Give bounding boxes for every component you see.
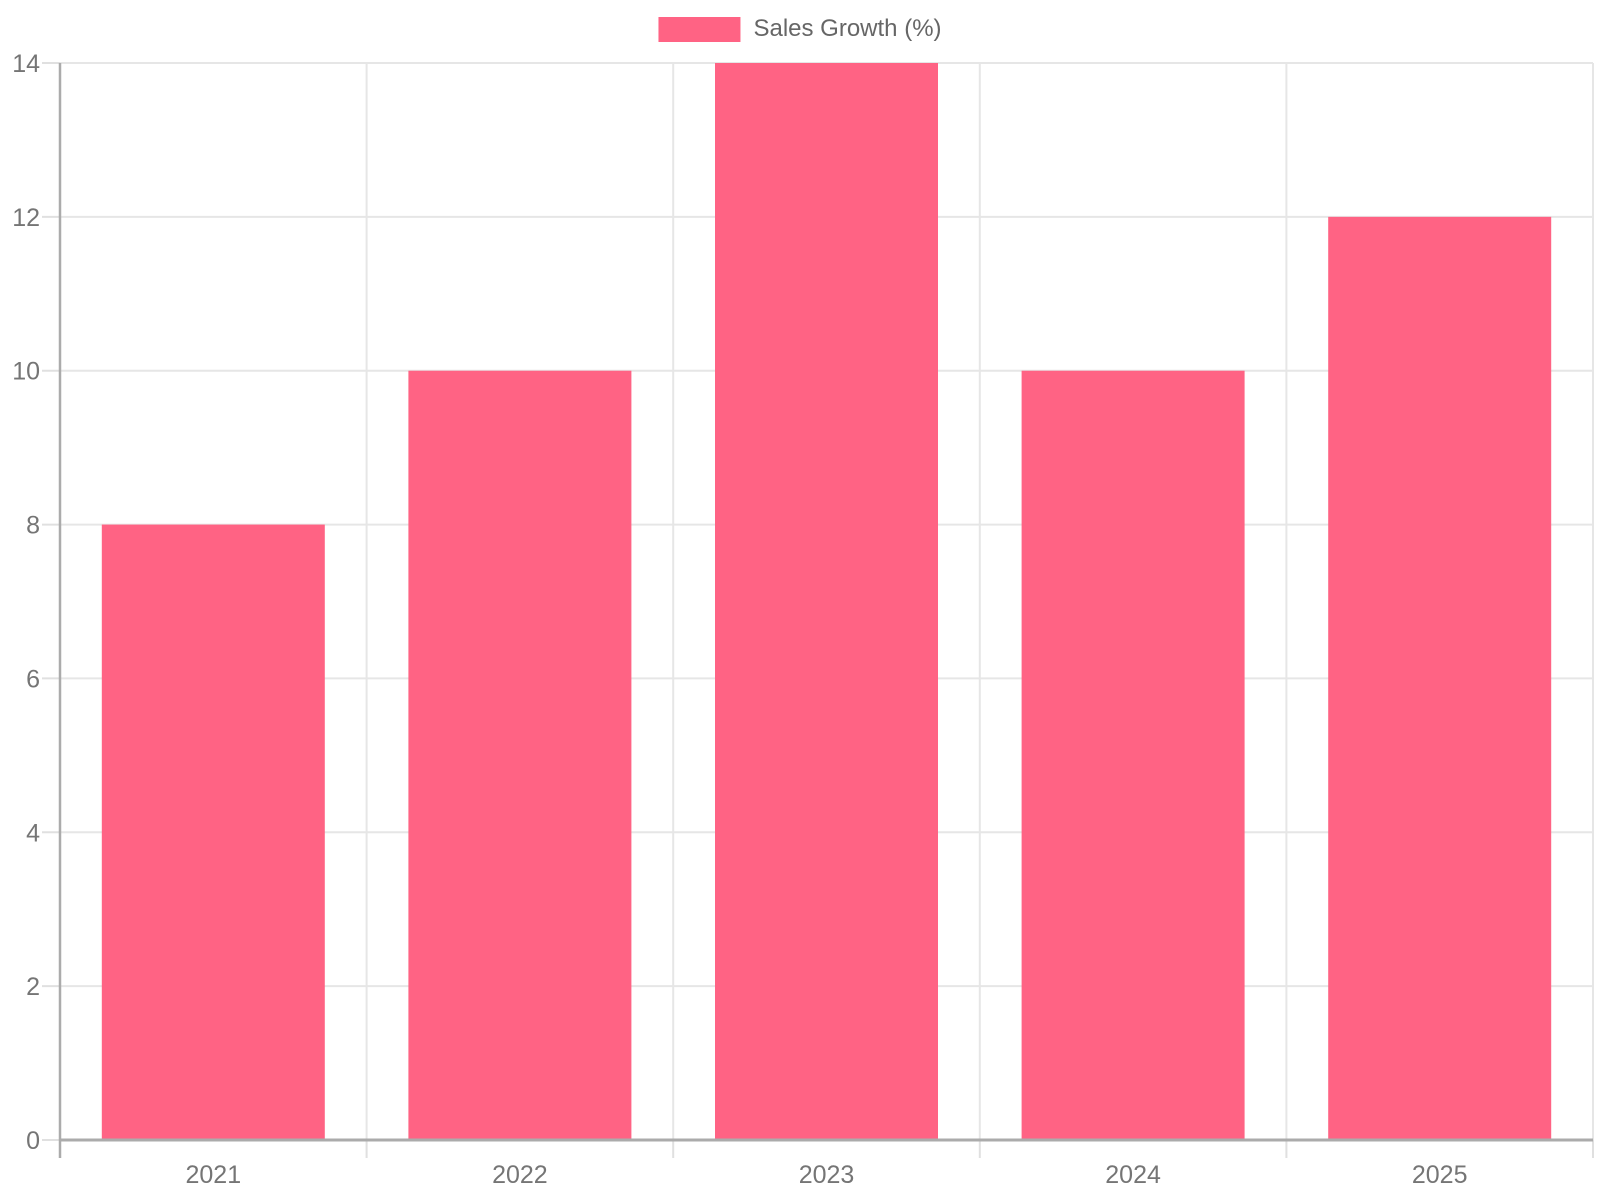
y-axis-label-0: 0 <box>26 1127 40 1155</box>
bar-2025[interactable] <box>1328 216 1552 1140</box>
bar-2023[interactable] <box>715 63 938 1140</box>
y-axis-label-6: 6 <box>26 665 40 693</box>
legend-item-sales-growth[interactable]: Sales Growth (%) <box>658 15 942 43</box>
x-axis-label-2022: 2022 <box>492 1161 548 1189</box>
y-axis-label-8: 8 <box>26 512 40 540</box>
bar-2024[interactable] <box>1021 370 1245 1140</box>
x-axis-label-2021: 2021 <box>185 1161 241 1189</box>
y-axis-label-4: 4 <box>26 819 40 847</box>
x-axis-label-2023: 2023 <box>799 1161 855 1189</box>
legend-label: Sales Growth (%) <box>753 15 942 42</box>
x-axis-label-2025: 2025 <box>1412 1161 1468 1189</box>
bar-2022[interactable] <box>408 370 632 1140</box>
y-axis-label-14: 14 <box>12 50 40 78</box>
y-axis-label-2: 2 <box>26 973 40 1001</box>
legend-swatch <box>658 16 741 42</box>
x-axis-label-2024: 2024 <box>1105 1161 1161 1189</box>
y-axis-label-10: 10 <box>12 358 40 386</box>
y-axis-label-12: 12 <box>12 204 40 232</box>
bar-2021[interactable] <box>101 524 325 1140</box>
